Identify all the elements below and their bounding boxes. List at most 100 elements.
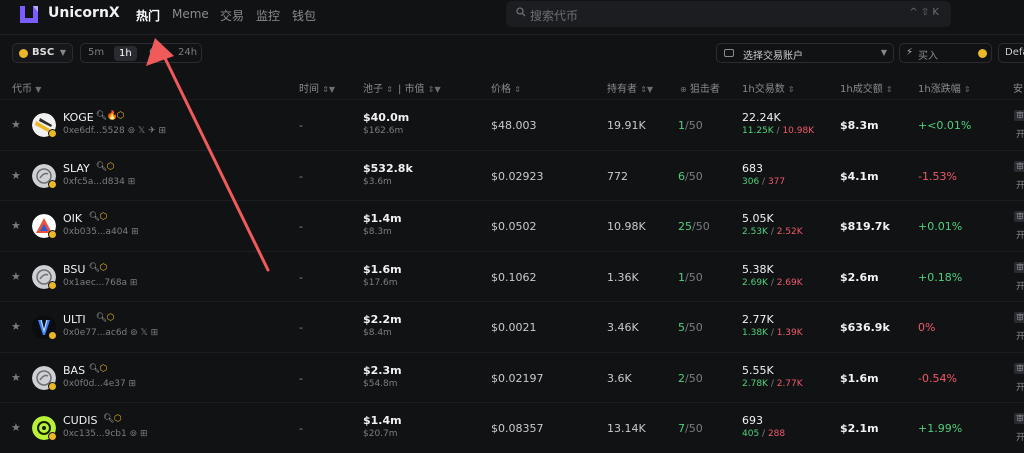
security-audit-badge[interactable]: 审 (1014, 413, 1024, 424)
token-symbol[interactable]: BSU (63, 262, 86, 276)
favorite-star-icon[interactable]: ★ (11, 370, 21, 384)
social-icons[interactable]: ⊞ (124, 176, 136, 187)
social-icons[interactable]: ⊞ (128, 227, 139, 237)
cell-txs: 5.05K (742, 212, 774, 225)
table-row[interactable]: ★ KOGE 🔍︎ 🔥 ⬡ 0xe6df...5528 ⊚ 𝕏 ✈ ⊞ - $40.… (0, 99, 1024, 149)
security-audit-badge[interactable]: 审 (1014, 160, 1024, 172)
header-pool[interactable]: 池子 ⇕ (363, 84, 393, 95)
search-icon[interactable]: 🔍︎ (95, 161, 108, 172)
favorite-star-icon[interactable]: ★ (11, 219, 21, 232)
crosshair-icon: ⊕ (680, 85, 687, 94)
token-symbol[interactable]: BAS (63, 363, 86, 377)
security-audit-badge[interactable]: 审 (1014, 211, 1024, 222)
social-icons[interactable]: ⊚ 𝕏 ⊞ (127, 328, 159, 338)
header-snipers[interactable]: ⊕ 狙击者 (680, 84, 720, 95)
social-icons[interactable]: ⊞ (127, 277, 138, 288)
search-icon[interactable]: 🔍︎ (88, 363, 101, 374)
quick-buy-input[interactable]: ⚡ 买入 (899, 43, 992, 63)
favorite-star-icon[interactable]: ★ (11, 421, 21, 434)
social-icons[interactable]: ⊞ (125, 378, 137, 389)
search-icon[interactable]: 🔍︎ (88, 212, 101, 222)
cell-price: $0.0502 (491, 220, 537, 233)
security-audit-badge[interactable]: 审 (1014, 312, 1024, 323)
cell-holders: 19.91K (607, 119, 646, 132)
cell-mcap: $8.3m (363, 227, 392, 237)
nav-trade[interactable]: 交易 (220, 9, 245, 23)
token-address[interactable]: 0xb035...a404 ⊞ (63, 227, 139, 237)
token-address[interactable]: 0x0e77...ac6d ⊚ 𝕏 ⊞ (63, 328, 159, 338)
security-audit-badge[interactable]: 审 (1014, 261, 1024, 273)
cell-mcap: $3.6m (363, 176, 392, 187)
search-icon[interactable]: 🔍︎ (95, 313, 108, 323)
token-symbol[interactable]: ULTI (63, 313, 86, 326)
security-audit-badge[interactable]: 审 (1014, 110, 1024, 121)
table-row[interactable]: ★ SLAY 🔍︎ ⬡ 0xfc5a...d834 ⊞ - $532.8k $3.… (0, 149, 1024, 200)
table-row[interactable]: ★ OIK 🔍︎ ⬡ 0xb035...a404 ⊞ - $1.4m $8.3m … (0, 200, 1024, 250)
nav-hot[interactable]: 热门 (136, 9, 161, 23)
table-row[interactable]: ★ ULTI 🔍︎ ⬡ 0x0e77...ac6d ⊚ 𝕏 ⊞ - $2.2m $… (0, 301, 1024, 351)
header-security[interactable]: 安 (1013, 84, 1023, 95)
sort-icon: ⇕▼ (322, 85, 336, 94)
header-change[interactable]: 1h涨跌幅 ⇕ (918, 84, 971, 95)
token-address[interactable]: 0x1aec...768a ⊞ (63, 277, 138, 288)
token-symbol[interactable]: KOGE (63, 111, 94, 124)
favorite-star-icon[interactable]: ★ (11, 168, 21, 182)
search-input[interactable]: 搜索代币 ^ ⇧ K (506, 1, 951, 27)
preset-selector[interactable]: Defa (998, 43, 1024, 63)
favorite-star-icon[interactable]: ★ (11, 320, 21, 333)
nav-monitor[interactable]: 监控 (256, 9, 281, 23)
cell-holders: 3.46K (607, 321, 639, 334)
timeframe-1h[interactable]: 1h (114, 46, 137, 61)
token-symbol[interactable]: CUDIS (63, 414, 98, 427)
header-volume[interactable]: 1h成交额 ⇕ (840, 84, 893, 95)
bnb-chain-icon: ⬡ (106, 313, 115, 323)
cell-buy-sell: 11.25K / 10.98K (742, 126, 815, 136)
nav-wallet[interactable]: 钱包 (292, 9, 317, 23)
favorite-star-icon[interactable]: ★ (11, 118, 21, 131)
cell-txs: 5.55K (742, 363, 774, 377)
chevron-down-icon: ▼ (59, 48, 66, 57)
token-symbol[interactable]: OIK (63, 212, 83, 225)
cell-snipers: 5/50 (678, 321, 703, 334)
search-icon[interactable]: 🔍︎ (88, 262, 101, 273)
chain-selector[interactable]: BSC ▼ (12, 43, 73, 63)
bolt-icon: ⚡ (906, 47, 914, 58)
token-symbol[interactable]: SLAY (63, 161, 90, 175)
cell-buy-sell: 306 / 377 (742, 176, 786, 187)
header-price[interactable]: 价格 ⇕ (491, 84, 521, 95)
favorite-star-icon[interactable]: ★ (11, 269, 21, 283)
timeframe-5m[interactable]: 5m (88, 47, 105, 58)
cell-snipers: 6/50 (678, 169, 703, 183)
search-icon[interactable]: 🔍︎ (95, 111, 108, 121)
account-selector[interactable]: 选择交易账户 ▼ (716, 43, 894, 63)
brand-name[interactable]: UnicornX (48, 5, 120, 21)
timeframe-24h[interactable]: 24h (178, 47, 198, 58)
bnb-badge-icon (48, 331, 57, 340)
table-row[interactable]: ★ BAS 🔍︎ ⬡ 0x0f0d...4e37 ⊞ - $2.3m $54.8m… (0, 351, 1024, 402)
header-token[interactable]: 代币 ▼ (12, 84, 42, 95)
cell-change: +0.18% (918, 270, 963, 284)
table-row[interactable]: ★ BSU 🔍︎ ⬡ 0x1aec...768a ⊞ - $1.6m $17.6m… (0, 250, 1024, 301)
search-icon[interactable]: 🔍︎ (103, 414, 115, 424)
cell-price: $0.0021 (491, 321, 537, 334)
security-audit-badge[interactable]: 审 (1014, 362, 1024, 374)
nav-meme[interactable]: Meme (172, 7, 209, 21)
cell-change: -1.53% (918, 169, 957, 183)
header-mcap[interactable]: | 市值 ⇕▼ (398, 84, 441, 95)
token-address[interactable]: 0xe6df...5528 ⊚ 𝕏 ✈ ⊞ (63, 126, 167, 136)
cell-txs: 2.77K (742, 313, 774, 326)
cell-volume: $636.9k (840, 321, 890, 334)
social-icons[interactable]: ⊚ 𝕏 ✈ ⊞ (124, 126, 167, 136)
unicornx-logo-icon[interactable] (18, 3, 40, 25)
cell-volume: $8.3m (840, 119, 879, 132)
token-address[interactable]: 0xfc5a...d834 ⊞ (63, 176, 136, 187)
header-holders[interactable]: 持有者 ⇕▼ (607, 84, 654, 95)
token-address[interactable]: 0xc135...9cb1 ⊚ ⊞ (63, 429, 148, 439)
header-txs[interactable]: 1h交易数 ⇕ (742, 84, 795, 95)
table-row[interactable]: ★ CUDIS 🔍︎ ⬡ 0xc135...9cb1 ⊚ ⊞ - $1.4m $2… (0, 402, 1024, 452)
social-icons[interactable]: ⊚ ⊞ (126, 429, 148, 439)
header-time[interactable]: 时间 ⇕▼ (299, 84, 336, 95)
timeframe-6h[interactable]: 6h (149, 47, 162, 58)
cell-snipers: 25/50 (678, 220, 710, 233)
token-address[interactable]: 0x0f0d...4e37 ⊞ (63, 378, 137, 389)
